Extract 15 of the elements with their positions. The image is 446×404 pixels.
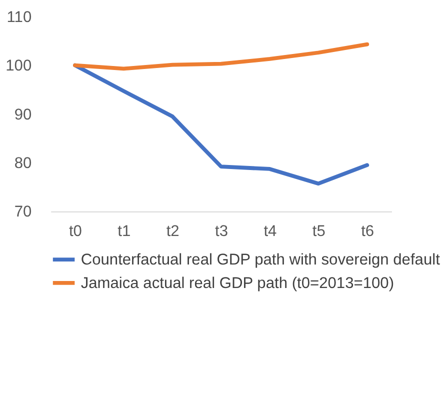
legend-label: Jamaica actual real GDP path (t0=2013=100): [80, 274, 394, 292]
x-tick-label: t1: [118, 223, 131, 240]
y-tick-label: 110: [6, 8, 32, 26]
y-tick-label: 100: [6, 58, 32, 75]
y-tick-label: 80: [14, 155, 32, 172]
legend-label: Counterfactual real GDP path with sovereign default: [80, 251, 441, 268]
x-tick-label: t6: [361, 223, 374, 240]
x-tick-label: t5: [312, 223, 326, 240]
x-tick-label: t3: [215, 223, 228, 240]
y-tick-label: 90: [14, 106, 32, 124]
x-tick-label: t4: [264, 223, 278, 240]
y-tick-label: 70: [14, 204, 32, 221]
line-series: [73, 42, 370, 71]
x-tick-label: t0: [68, 223, 82, 240]
x-tick-label: t2: [166, 223, 180, 240]
